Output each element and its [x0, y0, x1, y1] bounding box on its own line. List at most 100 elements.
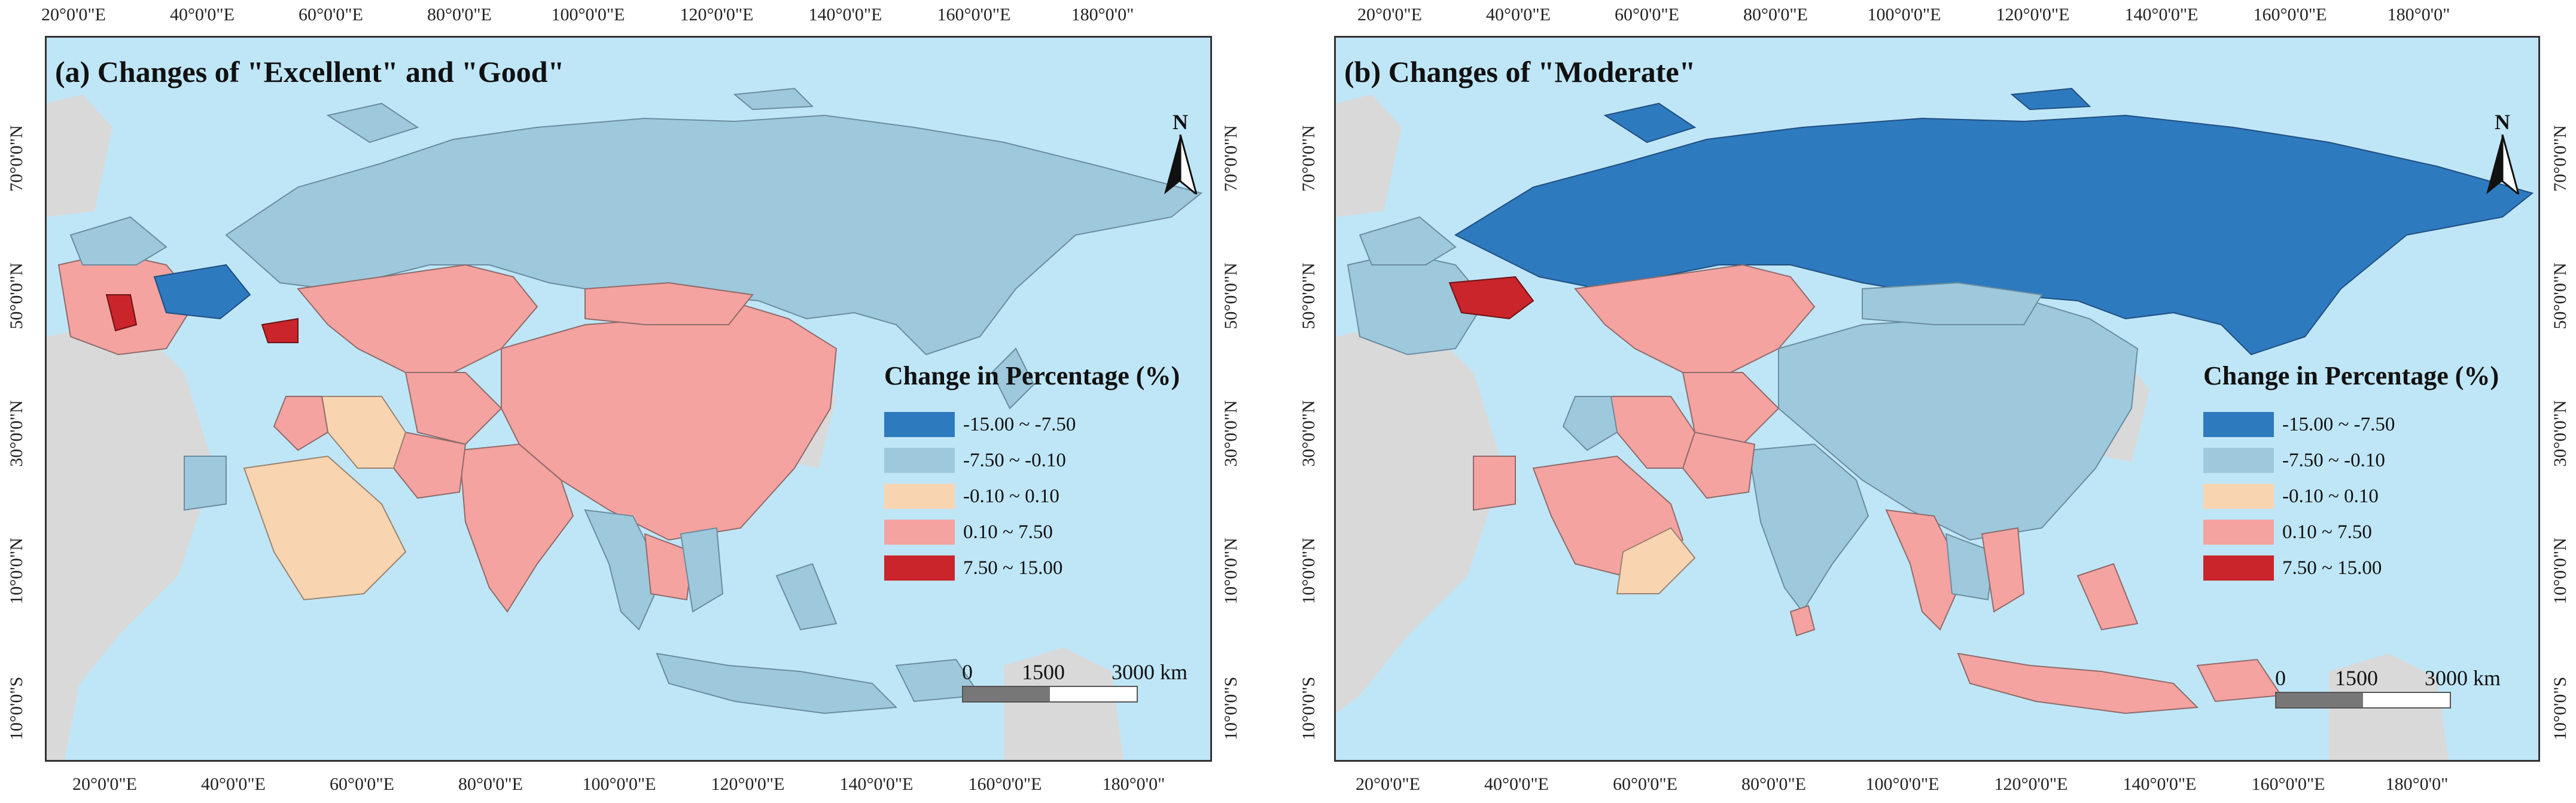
- lon-tick: 60°0'0"E: [330, 774, 394, 794]
- panel-b: 20°0'0"E 40°0'0"E 60°0'0"E 80°0'0"E 100°…: [1298, 0, 2576, 803]
- lon-tick: 40°0'0"E: [1484, 774, 1549, 794]
- region-central-asia: [1682, 372, 1780, 445]
- lat-tick: 70°0'0"N: [1299, 125, 1319, 192]
- country-thailand: [644, 533, 694, 601]
- lat-tick: 50°0'0"N: [2550, 262, 2570, 329]
- legend-item: -7.50 ~ -0.10: [884, 442, 1180, 478]
- lat-tick: 70°0'0"N: [7, 125, 26, 192]
- country-indonesia: [656, 652, 898, 715]
- lat-tick: 30°0'0"N: [1299, 400, 1319, 467]
- region-africa-south: [47, 612, 89, 760]
- legend-label: -15.00 ~ -7.50: [963, 413, 1076, 435]
- region-scandinavia: [69, 216, 168, 265]
- legend-swatch: [2203, 412, 2274, 437]
- region-greenland-europe-west: [1336, 94, 1402, 217]
- region-central-asia: [404, 372, 503, 445]
- lat-tick: 10°0'0"N: [7, 538, 26, 604]
- lon-tick: 40°0'0"E: [170, 5, 235, 25]
- country-thailand: [1945, 533, 1995, 601]
- map-frame: (a) Changes of "Excellent" and "Good" N …: [45, 36, 1212, 762]
- lat-tick: 30°0'0"N: [1221, 400, 1241, 467]
- country-india: [458, 443, 574, 613]
- legend-swatch: [884, 484, 955, 509]
- legend-item: 7.50 ~ 15.00: [884, 550, 1180, 586]
- lat-tick: 10°0'0"S: [7, 676, 26, 741]
- lat-tick: 10°0'0"N: [1221, 538, 1241, 604]
- legend-swatch: [2203, 484, 2274, 509]
- country-egypt: [1473, 456, 1516, 511]
- lon-tick: 80°0'0"E: [427, 5, 492, 25]
- scale-bar-graphic: [962, 686, 1138, 703]
- legend-item: -15.00 ~ -7.50: [884, 407, 1180, 442]
- legend: Change in Percentage (%) -15.00 ~ -7.50 …: [2203, 361, 2499, 586]
- lat-tick: 10°0'0"N: [1299, 538, 1319, 604]
- lon-tick: 160°0'0"E: [2251, 774, 2325, 794]
- country-vietnam: [1981, 527, 2025, 613]
- lon-tick: 20°0'0"E: [41, 5, 106, 25]
- country-vietnam: [680, 527, 724, 613]
- legend-title: Change in Percentage (%): [2203, 361, 2499, 390]
- region-greenland-europe-west: [47, 94, 112, 217]
- lon-tick: 60°0'0"E: [299, 5, 363, 25]
- lon-tick: 60°0'0"E: [1613, 774, 1677, 794]
- north-arrow: N: [1159, 109, 1201, 205]
- lon-tick: 180°0'0": [2387, 5, 2450, 25]
- legend-label: -7.50 ~ -0.10: [2282, 449, 2385, 471]
- map-frame: (b) Changes of "Moderate" N Change in Pe…: [1334, 36, 2540, 762]
- lat-tick: 50°0'0"N: [7, 262, 26, 329]
- region-turkey-iraq: [1562, 396, 1618, 451]
- lon-tick: 60°0'0"E: [1615, 5, 1679, 25]
- legend-label: -0.10 ~ 0.10: [2282, 485, 2379, 507]
- lon-tick: 100°0'0"E: [582, 774, 656, 794]
- lon-tick: 80°0'0"E: [458, 774, 523, 794]
- lat-tick: 30°0'0"N: [7, 400, 26, 467]
- legend: Change in Percentage (%) -15.00 ~ -7.50 …: [884, 361, 1180, 586]
- lon-tick: 80°0'0"E: [1741, 774, 1806, 794]
- region-turkey-iraq: [273, 396, 329, 451]
- legend-label: -0.10 ~ 0.10: [963, 485, 1059, 507]
- panel-title: (a) Changes of "Excellent" and "Good": [55, 55, 565, 88]
- country-philippines: [775, 563, 838, 631]
- lon-tick: 180°0'0": [1071, 5, 1134, 25]
- legend-item: 7.50 ~ 15.00: [2203, 550, 2499, 586]
- region-africa: [1336, 319, 1503, 713]
- lon-tick: 120°0'0"E: [711, 774, 785, 794]
- legend-swatch: [2203, 520, 2274, 545]
- lat-tick: 10°0'0"S: [1299, 676, 1319, 741]
- lon-tick: 120°0'0"E: [1996, 5, 2070, 25]
- legend-title: Change in Percentage (%): [884, 361, 1180, 390]
- country-indonesia: [1957, 652, 2199, 715]
- scale-zero: 0: [2275, 666, 2286, 690]
- region-scandinavia: [1359, 216, 1457, 265]
- map-canvas: [1336, 38, 2538, 760]
- legend-swatch: [884, 555, 955, 581]
- scale-zero: 0: [962, 660, 973, 684]
- scale-bar: 0 1500 3000 km: [2275, 665, 2501, 709]
- legend-item: 0.10 ~ 7.50: [884, 514, 1180, 550]
- lon-tick: 80°0'0"E: [1743, 5, 1808, 25]
- country-sri-lanka: [1789, 604, 1816, 637]
- country-ukraine: [1448, 276, 1534, 320]
- panel-title: (b) Changes of "Moderate": [1344, 55, 1696, 88]
- legend-item: -0.10 ~ 0.10: [2203, 478, 2499, 514]
- scale-end: 3000 km: [2425, 666, 2501, 690]
- island-severnaya: [2010, 87, 2091, 111]
- scale-bar-graphic: [2275, 692, 2451, 709]
- lon-tick: 20°0'0"E: [72, 774, 137, 794]
- legend-swatch: [2203, 555, 2274, 581]
- region-myanmar: [1885, 509, 1965, 631]
- country-india: [1747, 443, 1869, 613]
- legend-label: 7.50 ~ 15.00: [2282, 557, 2382, 579]
- lon-tick: 100°0'0"E: [551, 5, 625, 25]
- lon-tick: 20°0'0"E: [1356, 774, 1420, 794]
- lon-tick: 180°0'0": [2385, 774, 2449, 794]
- country-ukraine: [153, 264, 251, 320]
- lon-tick: 160°0'0"E: [2253, 5, 2327, 25]
- country-mongolia: [584, 282, 754, 325]
- lat-tick: 70°0'0"N: [1221, 125, 1241, 192]
- lat-tick: 10°0'0"S: [1221, 676, 1241, 741]
- legend-label: -15.00 ~ -7.50: [2282, 413, 2395, 435]
- region-australia: [1004, 648, 1123, 760]
- lon-tick: 100°0'0"E: [1867, 5, 1941, 25]
- island-severnaya: [733, 87, 814, 111]
